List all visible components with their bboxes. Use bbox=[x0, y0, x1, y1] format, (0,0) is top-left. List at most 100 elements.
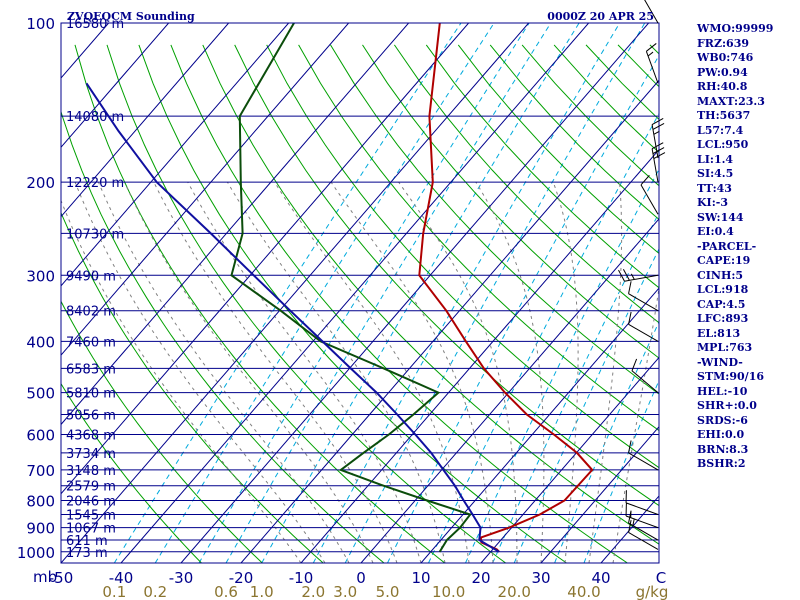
height-label: 2046 m bbox=[66, 495, 116, 510]
dry-adiabat bbox=[234, 44, 659, 507]
pressure-tick-label: 400 bbox=[26, 333, 55, 351]
index-srds: SRDS:-6 bbox=[697, 413, 748, 427]
wind-barb-staff bbox=[628, 323, 659, 342]
moist-adiabat bbox=[98, 182, 350, 563]
mixing-ratio-line bbox=[312, 23, 621, 563]
wind-barb-half-flag bbox=[653, 130, 660, 135]
section-wind: -WIND- bbox=[697, 355, 743, 369]
index-mpl: MPL:763 bbox=[697, 341, 753, 354]
moist-adiabat bbox=[475, 181, 545, 563]
pressure-tick-label: 300 bbox=[26, 267, 55, 285]
dry-adiabat bbox=[298, 44, 659, 432]
chart-datetime: 0000Z 20 APR 25 bbox=[547, 10, 654, 23]
mixing-ratio-line bbox=[113, 23, 462, 563]
mixing-ratio-tick-label: g/kg bbox=[636, 583, 669, 600]
index-ehi: EHI:0.0 bbox=[697, 428, 745, 441]
index-sw: SW:144 bbox=[697, 210, 744, 224]
mixing-ratio-tick-label: 5.0 bbox=[376, 583, 400, 600]
height-label: 1067 m bbox=[66, 522, 116, 537]
wind-barb-flag bbox=[651, 118, 664, 125]
mixing-ratio-line bbox=[198, 23, 530, 563]
index-stm: STM:90/16 bbox=[697, 370, 764, 383]
dry-adiabat bbox=[61, 211, 324, 563]
wind-barb-flag bbox=[622, 268, 630, 281]
height-label: 4368 m bbox=[66, 428, 116, 443]
height-label: 173 m bbox=[66, 546, 108, 561]
index-pw: PW:0.94 bbox=[697, 65, 748, 79]
mixing-ratio-tick-label: 0.2 bbox=[143, 583, 167, 600]
index-cape: CAPE:19 bbox=[697, 254, 751, 267]
index-ki: KI:-3 bbox=[697, 196, 728, 209]
dry-adiabat bbox=[330, 44, 659, 395]
index-cinh: CINH:5 bbox=[697, 268, 744, 282]
index-hel: HEL:-10 bbox=[697, 384, 748, 398]
mixing-ratio-line bbox=[344, 23, 646, 563]
pressure-tick-label: 700 bbox=[26, 462, 55, 480]
wind-barb-staff bbox=[628, 532, 659, 550]
height-label: 16580 m bbox=[66, 17, 124, 32]
moist-adiabat bbox=[552, 182, 579, 563]
isotherm bbox=[61, 23, 350, 356]
chart-profiles bbox=[85, 23, 594, 553]
dewpoint-profile bbox=[230, 23, 472, 553]
mixing-ratio-tick-label: 40.0 bbox=[567, 583, 600, 600]
index-lcl: LCL:950 bbox=[697, 138, 749, 151]
height-label: 14080 m bbox=[66, 110, 124, 125]
wind-barb-flag bbox=[628, 281, 632, 294]
mixing-ratio-line bbox=[154, 23, 495, 563]
pressure-tick-label: 500 bbox=[26, 385, 55, 403]
wind-barb-flag bbox=[628, 440, 632, 453]
wind-barb-flag bbox=[653, 152, 666, 159]
index-ei: EI:0.4 bbox=[697, 225, 734, 238]
temperature-tick-label: -50 bbox=[49, 569, 74, 587]
moist-adiabat bbox=[588, 182, 623, 563]
wind-barb-flag bbox=[631, 358, 638, 371]
height-label: 9490 m bbox=[66, 269, 116, 284]
index-l57: L57:7.4 bbox=[697, 123, 744, 137]
wind-barb-flag bbox=[628, 519, 632, 533]
pressure-tick-label: 100 bbox=[26, 15, 55, 33]
pressure-axis: 100 200 300 400 500 600 700 800 900 1000 bbox=[17, 15, 55, 562]
index-frz: FRZ:639 bbox=[697, 36, 750, 50]
dry-adiabat bbox=[202, 44, 659, 545]
chart-title: ZVQEQCM Sounding bbox=[67, 10, 195, 23]
height-label: 611 m bbox=[66, 534, 108, 549]
temperature-tick-label: 40 bbox=[591, 569, 610, 587]
temperature-tick-label: -40 bbox=[109, 569, 134, 587]
wind-barb-staff bbox=[645, 51, 659, 84]
wind-barb-staff bbox=[624, 274, 659, 282]
temperature-tick-label: -30 bbox=[169, 569, 194, 587]
isotherm bbox=[120, 23, 590, 563]
isotherm bbox=[540, 425, 659, 563]
moist-adiabat bbox=[123, 181, 374, 563]
temperature-tick-label: -20 bbox=[229, 569, 254, 587]
index-el: EL:813 bbox=[697, 326, 741, 340]
mixing-ratio-line bbox=[554, 320, 659, 563]
isotherm bbox=[61, 23, 290, 287]
height-label: 6583 m bbox=[66, 362, 116, 377]
index-brn: BRN:8.3 bbox=[697, 442, 749, 456]
wind-barb-staff bbox=[625, 515, 659, 529]
isotherm bbox=[61, 23, 470, 495]
temperature-profile bbox=[418, 23, 594, 553]
mixing-ratio-tick-label: 3.0 bbox=[333, 583, 357, 600]
height-label: 5810 m bbox=[66, 387, 116, 402]
wind-barb-flag bbox=[651, 142, 664, 150]
pressure-unit-label: mb bbox=[33, 568, 57, 586]
indices-panel: WMO:99999 FRZ:639 WB0:746 PW:0.94 RH:40.… bbox=[697, 22, 800, 472]
wind-barb-staff bbox=[628, 452, 659, 471]
temperature-tick-label: -10 bbox=[289, 569, 314, 587]
pressure-tick-label: 900 bbox=[26, 520, 55, 538]
moist-adiabat bbox=[398, 181, 518, 563]
height-label: 3734 m bbox=[66, 447, 116, 462]
wind-barb-flag bbox=[618, 269, 625, 282]
dry-adiabat bbox=[61, 382, 202, 563]
mixing-ratio-line bbox=[387, 54, 659, 563]
wind-barb-staff bbox=[625, 502, 659, 515]
pressure-tick-label: 600 bbox=[26, 426, 55, 444]
mixing-ratio-line bbox=[513, 247, 659, 563]
temperature-tick-label: 30 bbox=[531, 569, 550, 587]
isotherm bbox=[420, 287, 659, 563]
wind-barb-staff bbox=[628, 293, 659, 312]
